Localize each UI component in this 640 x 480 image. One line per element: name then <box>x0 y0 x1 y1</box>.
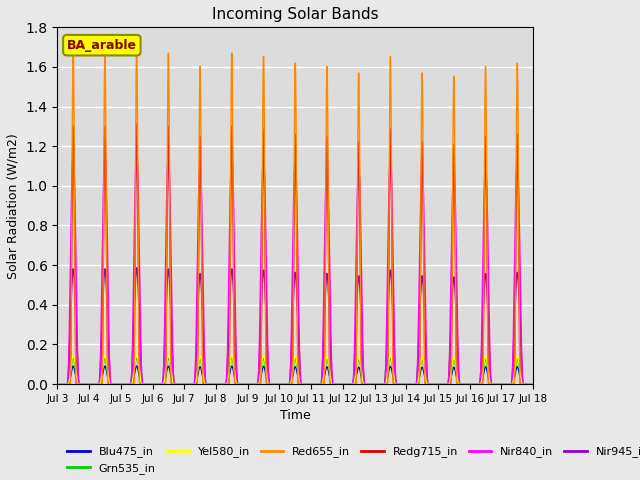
Legend: Blu475_in, Grn535_in, Yel580_in, Red655_in, Redg715_in, Nir840_in, Nir945_in: Blu475_in, Grn535_in, Yel580_in, Red655_… <box>63 442 640 479</box>
Title: Incoming Solar Bands: Incoming Solar Bands <box>212 7 378 22</box>
Text: BA_arable: BA_arable <box>67 39 137 52</box>
Y-axis label: Solar Radiation (W/m2): Solar Radiation (W/m2) <box>7 133 20 278</box>
X-axis label: Time: Time <box>280 409 310 422</box>
